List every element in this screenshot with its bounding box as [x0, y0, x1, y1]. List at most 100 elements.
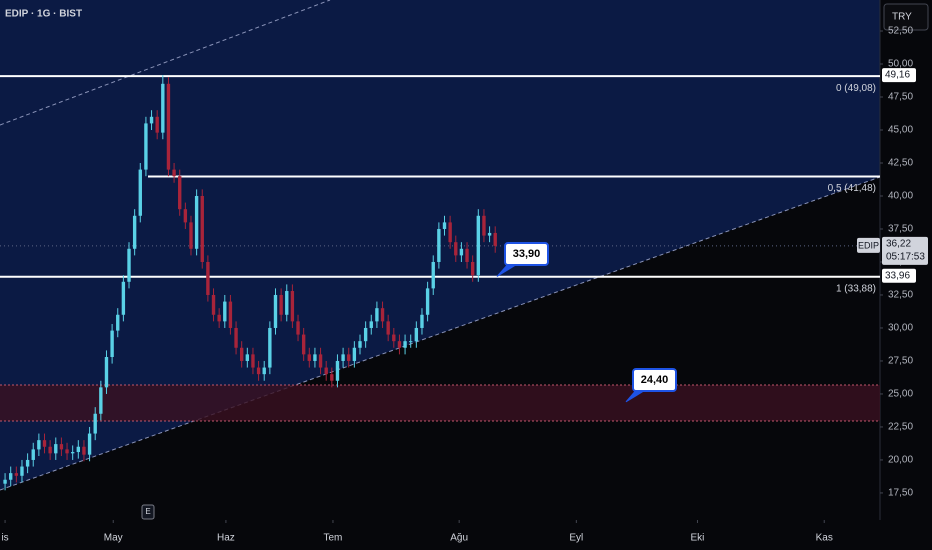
y-tick-label: 20,00	[888, 455, 913, 466]
y-tick-label: 52,50	[888, 26, 913, 37]
candle-body	[48, 446, 52, 454]
candle-body	[121, 281, 126, 315]
price-tag	[882, 68, 916, 83]
candle-body	[301, 334, 306, 355]
y-tick-label: 40,00	[888, 191, 913, 202]
candle-body	[245, 354, 250, 361]
x-tick-label: Ağu	[450, 533, 468, 544]
candle-body	[132, 215, 137, 249]
candle-body	[380, 308, 385, 322]
candle-body	[223, 301, 227, 322]
callout-pointer	[496, 262, 520, 277]
candle-body	[493, 232, 497, 246]
x-tick-label: Tem	[324, 533, 343, 544]
x-tick-label: Kas	[816, 533, 833, 544]
candle-body	[70, 452, 75, 454]
candle-body	[256, 367, 261, 375]
x-tick-label: is	[1, 533, 8, 544]
candle-body	[20, 466, 24, 476]
symbol-tag-label: EDIP	[858, 240, 879, 250]
countdown: 05:17:53	[886, 252, 925, 263]
candle-body	[341, 354, 345, 361]
channel-upper	[0, 0, 331, 126]
candle-body	[358, 341, 362, 348]
candle-body	[178, 176, 182, 210]
candle-body	[268, 327, 272, 368]
candle-body	[369, 321, 373, 328]
candle-body	[138, 169, 142, 216]
candle-body	[448, 222, 452, 243]
candle-body	[352, 347, 357, 361]
last-price-tag	[882, 236, 928, 265]
currency: TRY	[892, 12, 912, 23]
x-tick-label: Haz	[217, 533, 235, 544]
callout-box	[632, 368, 677, 392]
candle-body	[183, 209, 188, 223]
zone	[0, 384, 880, 422]
candle-body	[251, 354, 255, 368]
candle-body	[454, 242, 458, 256]
candle-body	[482, 215, 486, 236]
candle-body	[99, 387, 103, 414]
candle-body	[65, 449, 69, 454]
candle-body	[459, 248, 464, 256]
candle-body	[313, 354, 317, 361]
candle-body	[42, 440, 47, 447]
candle-body	[194, 195, 199, 249]
currency-button[interactable]	[883, 3, 929, 31]
candle-body	[420, 314, 424, 328]
y-tick-label: 45,00	[888, 125, 913, 136]
symbol-tag	[857, 237, 880, 253]
candle-body	[166, 83, 171, 170]
candle-body	[375, 308, 379, 322]
candle-body	[487, 232, 492, 236]
candle-body	[144, 123, 148, 170]
candle-body	[110, 330, 114, 358]
candle-body	[104, 357, 109, 388]
candle-body	[437, 228, 441, 262]
candle-body	[285, 291, 289, 315]
candle-body	[363, 327, 368, 342]
candle-body	[273, 294, 278, 328]
x-tick-label: May	[104, 533, 123, 544]
candle-body	[14, 473, 19, 476]
y-tick-label: 37,50	[888, 224, 913, 235]
candle-body	[403, 341, 407, 348]
event-label: E	[145, 507, 150, 516]
candle-body	[409, 341, 413, 343]
candle-body	[161, 83, 165, 133]
symbol: EDIP · 1G · BIST	[5, 9, 82, 20]
candle-body	[240, 347, 244, 361]
candle-body	[189, 222, 193, 249]
candle-body	[93, 413, 97, 434]
candle-body	[324, 367, 328, 375]
y-tick-label: 17,50	[888, 488, 913, 499]
candle-body	[228, 301, 233, 328]
candle-body	[3, 479, 7, 484]
y-tick-label: 22,50	[888, 422, 913, 433]
y-tick-label: 42,50	[888, 158, 913, 169]
candle-body	[25, 459, 30, 467]
candle-body	[392, 334, 396, 342]
candle-body	[262, 367, 266, 375]
candle-body	[318, 354, 323, 368]
candle-body	[307, 354, 311, 361]
candle-body	[155, 116, 159, 133]
callout-pointer	[625, 388, 648, 403]
y-tick-label: 27,50	[888, 356, 913, 367]
fib-label: 1 (33,88)	[836, 283, 876, 294]
candle-body	[386, 321, 390, 335]
callout-label: 33,90	[513, 248, 541, 260]
callout-box	[504, 242, 549, 266]
y-tick-label: 30,00	[888, 323, 913, 334]
y-tick-label: 32,50	[888, 290, 913, 301]
candle-body	[172, 169, 176, 177]
candle-body	[82, 446, 86, 455]
candle-body	[76, 446, 80, 453]
fib-label: 0 (49,08)	[836, 83, 876, 94]
candle-body	[9, 473, 13, 480]
candle-body	[217, 314, 221, 322]
candle-body	[87, 433, 92, 455]
candle-body	[59, 444, 64, 450]
